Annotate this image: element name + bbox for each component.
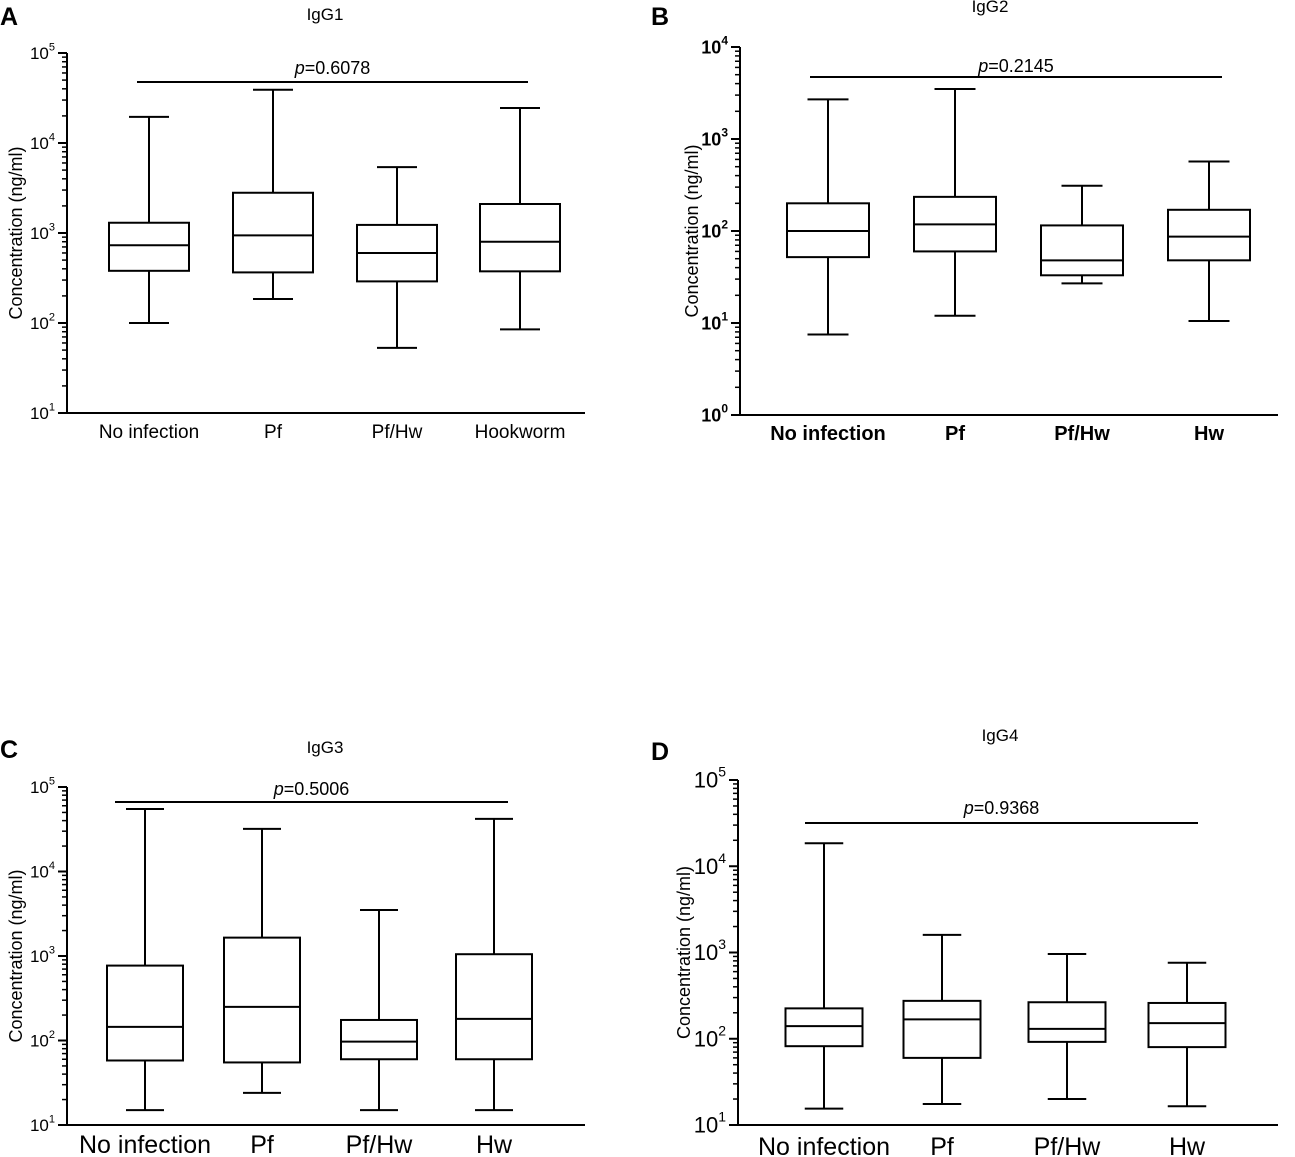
box-1 xyxy=(106,807,184,1112)
x-tick-label: No infection xyxy=(758,1133,890,1157)
box-1 xyxy=(786,98,870,336)
box-2 xyxy=(232,88,314,300)
iqr-box xyxy=(479,203,561,273)
y-tick-label: 102 xyxy=(30,311,55,333)
box-3 xyxy=(340,909,418,1112)
panel-letter: D xyxy=(651,738,669,766)
y-tick-label: 102 xyxy=(701,217,728,241)
box-4 xyxy=(1167,160,1251,323)
x-tick-label: Hw xyxy=(476,1131,513,1157)
box-4 xyxy=(479,106,561,331)
y-axis-label: Concentration (ng/ml) xyxy=(6,869,26,1042)
y-tick-label: 105 xyxy=(30,41,55,63)
y-tick-label: 101 xyxy=(30,1113,55,1135)
panel-letter: B xyxy=(651,3,669,31)
x-tick-label: Pf xyxy=(250,1131,274,1157)
y-axis-label: Concentration (ng/ml) xyxy=(6,146,26,319)
x-tick-label: Hw xyxy=(1194,423,1224,445)
y-tick-label: 102 xyxy=(30,1029,55,1051)
y-axis-label: Concentration (ng/ml) xyxy=(674,866,694,1039)
iqr-box xyxy=(1027,1001,1107,1043)
box-3 xyxy=(1040,184,1124,285)
box-2 xyxy=(913,87,997,317)
chart-title: IgG3 xyxy=(307,738,344,757)
iqr-box xyxy=(108,221,190,272)
x-tick-label: Pf/Hw xyxy=(1054,423,1110,445)
y-tick-label: 105 xyxy=(694,764,726,793)
y-tick-label: 105 xyxy=(30,775,55,797)
box-4 xyxy=(1147,961,1227,1108)
x-tick-label: No infection xyxy=(79,1131,211,1157)
box-4 xyxy=(455,817,533,1112)
iqr-box xyxy=(455,953,533,1061)
box-1 xyxy=(108,115,190,324)
x-tick-label: Pf xyxy=(945,423,965,445)
box-3 xyxy=(356,166,438,349)
y-tick-label: 101 xyxy=(694,1109,726,1138)
iqr-box xyxy=(223,936,301,1064)
y-tick-label: 104 xyxy=(30,131,55,153)
x-tick-label: Hookworm xyxy=(475,422,566,443)
y-tick-label: 103 xyxy=(701,125,728,149)
x-tick-label: No infection xyxy=(770,423,886,445)
iqr-box xyxy=(340,1018,418,1061)
y-tick-label: 101 xyxy=(701,309,728,333)
p-value-label: p=0.5006 xyxy=(273,779,350,799)
p-value-label: p=0.9368 xyxy=(963,798,1040,818)
x-tick-label: Pf xyxy=(264,422,283,443)
iqr-box xyxy=(1167,208,1251,262)
y-tick-label: 103 xyxy=(694,936,726,965)
y-tick-label: 103 xyxy=(30,221,55,243)
iqr-box xyxy=(106,964,184,1062)
iqr-box xyxy=(1147,1001,1227,1049)
y-tick-label: 104 xyxy=(701,33,728,57)
y-tick-label: 102 xyxy=(694,1022,726,1051)
y-tick-label: 101 xyxy=(30,401,55,423)
y-tick-label: 104 xyxy=(30,860,55,882)
y-tick-label: 100 xyxy=(701,401,728,425)
box-2 xyxy=(223,827,301,1094)
panel-b: B IgG2 100 101 102 103 104 Concentration (ng/ml… xyxy=(651,0,1278,445)
chart-title: IgG2 xyxy=(972,0,1009,16)
iqr-box xyxy=(1040,224,1124,277)
panel-letter: C xyxy=(0,736,18,764)
iqr-box xyxy=(232,191,314,274)
panel-c: C IgG3 101 102 103 104 105 Concentration (ng/ml… xyxy=(0,736,585,1157)
chart-title: IgG1 xyxy=(307,5,344,24)
y-tick-label: 103 xyxy=(30,944,55,966)
iqr-box xyxy=(902,999,982,1059)
x-tick-label: Pf/Hw xyxy=(372,422,423,443)
x-tick-label: No infection xyxy=(99,422,199,443)
x-tick-label: Pf xyxy=(930,1133,954,1157)
box-1 xyxy=(784,842,864,1110)
y-tick-label: 104 xyxy=(694,850,726,879)
panel-letter: A xyxy=(0,3,18,31)
x-tick-label: Pf/Hw xyxy=(1034,1133,1102,1157)
x-tick-label: Hw xyxy=(1169,1133,1206,1157)
box-2 xyxy=(902,933,982,1106)
panel-a: A IgG1 101 102 103 104 105 Concentration (ng/ml… xyxy=(0,3,585,443)
box-3 xyxy=(1027,953,1107,1101)
y-axis-label: Concentration (ng/ml) xyxy=(682,144,702,317)
chart-title: IgG4 xyxy=(982,726,1019,745)
panel-d: D IgG4 101 102 103 104 105 Concentration (ng/ml… xyxy=(651,726,1278,1157)
p-value-label: p=0.2145 xyxy=(977,56,1054,76)
iqr-box xyxy=(784,1007,864,1048)
x-tick-label: Pf/Hw xyxy=(346,1131,414,1157)
p-value-label: p=0.6078 xyxy=(294,58,371,78)
